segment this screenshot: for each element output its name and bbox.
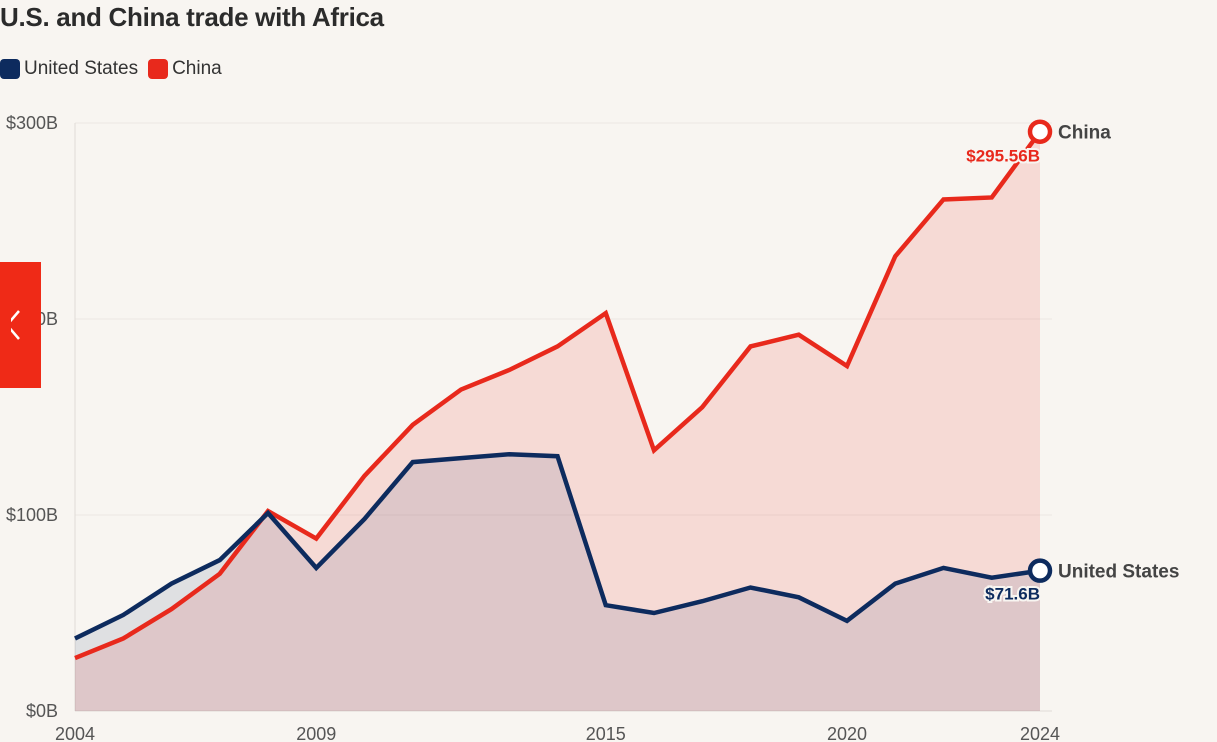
legend-label-us: United States <box>24 58 139 79</box>
y-tick-label: $100B <box>6 505 58 525</box>
series-area <box>75 454 1040 711</box>
series-line <box>74 451 1041 641</box>
legend-swatch-china <box>148 59 169 79</box>
end-marker <box>1027 558 1053 583</box>
legend-swatch-us <box>0 59 20 79</box>
series-end-label: China <box>1058 123 1111 144</box>
series-end-value: $295.56B <box>966 147 1040 166</box>
x-tick-label: 2015 <box>586 724 626 742</box>
x-tick-label: 2020 <box>827 724 867 742</box>
series-end-value: $71.6B <box>985 585 1040 604</box>
collapse-button[interactable] <box>0 262 41 388</box>
end-marker <box>1027 119 1053 144</box>
legend: United States China <box>0 58 222 80</box>
x-tick-label: 2004 <box>55 724 95 742</box>
legend-item-us[interactable]: United States <box>0 58 138 80</box>
y-tick-label: $0B <box>26 701 58 721</box>
chart-title: U.S. and China trade with Africa <box>0 2 384 32</box>
x-tick-label: 2009 <box>296 724 336 742</box>
legend-label-china: China <box>172 58 222 79</box>
chevron-left-icon <box>10 310 20 340</box>
x-tick-label: 2024 <box>1020 724 1060 742</box>
series-line <box>74 130 1042 661</box>
y-tick-label: $300B <box>6 113 58 133</box>
series-end-label: United States <box>1058 562 1179 583</box>
legend-item-china[interactable]: China <box>148 58 222 80</box>
